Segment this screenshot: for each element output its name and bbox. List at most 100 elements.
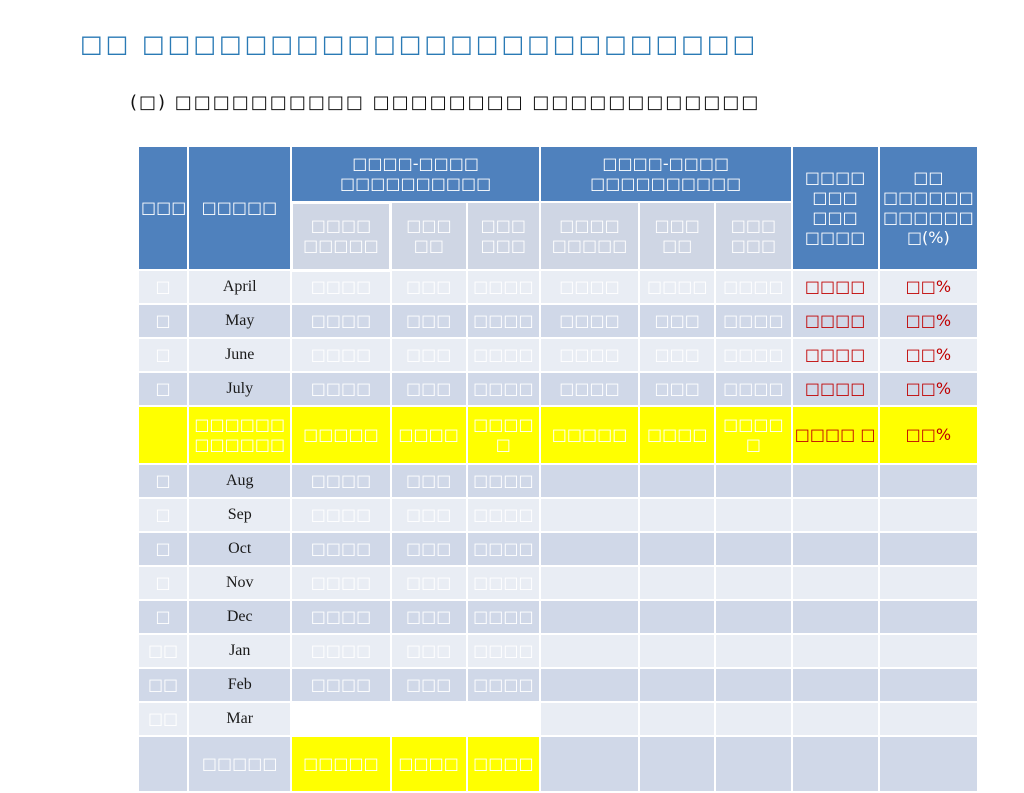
- subtotal-cell: □□□□ □: [465, 405, 541, 465]
- empty-cell: [638, 667, 717, 703]
- total-cell: □□□□: [465, 735, 541, 793]
- cell-percent: □□%: [877, 303, 980, 339]
- row-month: June: [187, 337, 293, 373]
- data-table: □□□ □□□□□ □□□□-□□□□ □□□□□□□□□□ □□□□-□□□□…: [136, 145, 980, 793]
- cell: □□□□: [290, 371, 392, 407]
- cell: □□□: [389, 371, 468, 407]
- row-month: July: [187, 371, 293, 407]
- cell: □□□□: [465, 463, 541, 499]
- subheader-3: □□□ □□□: [465, 201, 541, 271]
- total-row: □□□□□ □□□□□ □□□□ □□□□: [136, 735, 980, 793]
- subheader-1: □□□□ □□□□□: [289, 200, 393, 272]
- empty-cell: [714, 497, 793, 533]
- row-number: □□: [136, 667, 190, 703]
- empty-cell: [638, 633, 717, 669]
- cell-percent: □□%: [877, 337, 980, 373]
- empty-cell: [638, 497, 717, 533]
- cell: □□□□: [538, 269, 641, 305]
- cell: □□□□: [790, 337, 880, 373]
- row-month: Oct: [187, 531, 293, 567]
- cell: □□□□: [638, 269, 717, 305]
- table-row: □□ Jan □□□□ □□□ □□□□: [136, 633, 980, 669]
- row-month: April: [187, 269, 293, 305]
- empty-cell: [538, 497, 641, 533]
- cell: □□□□: [290, 701, 392, 737]
- cell: □□□□: [714, 303, 793, 339]
- cell: □□□: [638, 371, 717, 407]
- cell: □□□□: [465, 633, 541, 669]
- cell: □□□□: [465, 701, 541, 737]
- cell: □□□□: [790, 371, 880, 407]
- subtotal-label: □□□□□□ □□□□□□: [187, 405, 293, 465]
- page-title: □□ □□□□□□□□□□□□□□□□□□□□□□□□: [80, 30, 759, 58]
- cell: □□□□: [465, 667, 541, 703]
- cell-percent: □□%: [877, 269, 980, 305]
- row-month: May: [187, 303, 293, 339]
- subheader-2: □□□ □□: [389, 201, 468, 271]
- row-number: □: [136, 337, 190, 373]
- empty-cell: [714, 463, 793, 499]
- cell: □□□□: [790, 269, 880, 305]
- cell: □□□□: [714, 337, 793, 373]
- row-number: □: [136, 371, 190, 407]
- subheader-6: □□□ □□□: [714, 201, 793, 271]
- row-month: Sep: [187, 497, 293, 533]
- total-label: □□□□□: [187, 735, 293, 793]
- cell: □□□□: [465, 269, 541, 305]
- empty-cell: [790, 701, 880, 737]
- cell: □□□: [389, 701, 468, 737]
- empty-cell: [714, 599, 793, 635]
- subheader-5: □□□ □□: [638, 201, 717, 271]
- subtotal-cell: □□□□: [389, 405, 468, 465]
- cell: □□□□: [465, 599, 541, 635]
- cell: □□□: [389, 667, 468, 703]
- total-blank: [136, 735, 190, 793]
- cell: □□□□: [465, 337, 541, 373]
- empty-cell: [790, 599, 880, 635]
- header-col-i: □□ □□□□□□ □□□□□□ □(%): [877, 145, 980, 271]
- row-number: □: [136, 269, 190, 305]
- table-row: □ June □□□□ □□□ □□□□ □□□□ □□□ □□□□ □□□□ …: [136, 337, 980, 373]
- row-month: Jan: [187, 633, 293, 669]
- empty-cell: [790, 565, 880, 601]
- row-number: □□: [136, 633, 190, 669]
- empty-cell: [877, 633, 980, 669]
- cell: □□□□: [290, 303, 392, 339]
- cell: □□□: [389, 337, 468, 373]
- empty-cell: [714, 531, 793, 567]
- cell: □□□: [389, 633, 468, 669]
- cell: □□□: [638, 303, 717, 339]
- header-no: □□□: [136, 145, 190, 271]
- empty-cell: [714, 735, 793, 793]
- row-number: □□: [136, 701, 190, 737]
- row-month: Nov: [187, 565, 293, 601]
- row-month: Aug: [187, 463, 293, 499]
- cell: □□□□: [290, 633, 392, 669]
- cell: □□□□: [290, 269, 392, 305]
- row-month: Dec: [187, 599, 293, 635]
- cell: □□□: [638, 337, 717, 373]
- subtotal-cell: □□□□□: [290, 405, 392, 465]
- empty-cell: [538, 463, 641, 499]
- row-number: □: [136, 497, 190, 533]
- page-subtitle: (□) □□□□□□□□□□ □□□□□□□□ □□□□□□□□□□□□: [130, 92, 761, 113]
- empty-cell: [877, 599, 980, 635]
- empty-cell: [877, 667, 980, 703]
- table-row: □ Sep □□□□ □□□ □□□□: [136, 497, 980, 533]
- row-number: □: [136, 531, 190, 567]
- cell: □□□□: [290, 531, 392, 567]
- table-row: □□ Feb □□□□ □□□ □□□□: [136, 667, 980, 703]
- table-row: □ July □□□□ □□□ □□□□ □□□□ □□□ □□□□ □□□□ …: [136, 371, 980, 407]
- subtotal-cell: □□□□ □: [790, 405, 880, 465]
- cell: □□□□: [465, 565, 541, 601]
- subheader-4: □□□□ □□□□□: [538, 201, 641, 271]
- table-row: □ Oct □□□□ □□□ □□□□: [136, 531, 980, 567]
- total-cell: □□□□: [389, 735, 468, 793]
- cell: □□□: [389, 269, 468, 305]
- table-row: □ Aug □□□□ □□□ □□□□: [136, 463, 980, 499]
- table-row: □ Nov □□□□ □□□ □□□□: [136, 565, 980, 601]
- empty-cell: [877, 565, 980, 601]
- cell: □□□: [389, 565, 468, 601]
- subtotal-cell: □□□□: [638, 405, 717, 465]
- empty-cell: [538, 565, 641, 601]
